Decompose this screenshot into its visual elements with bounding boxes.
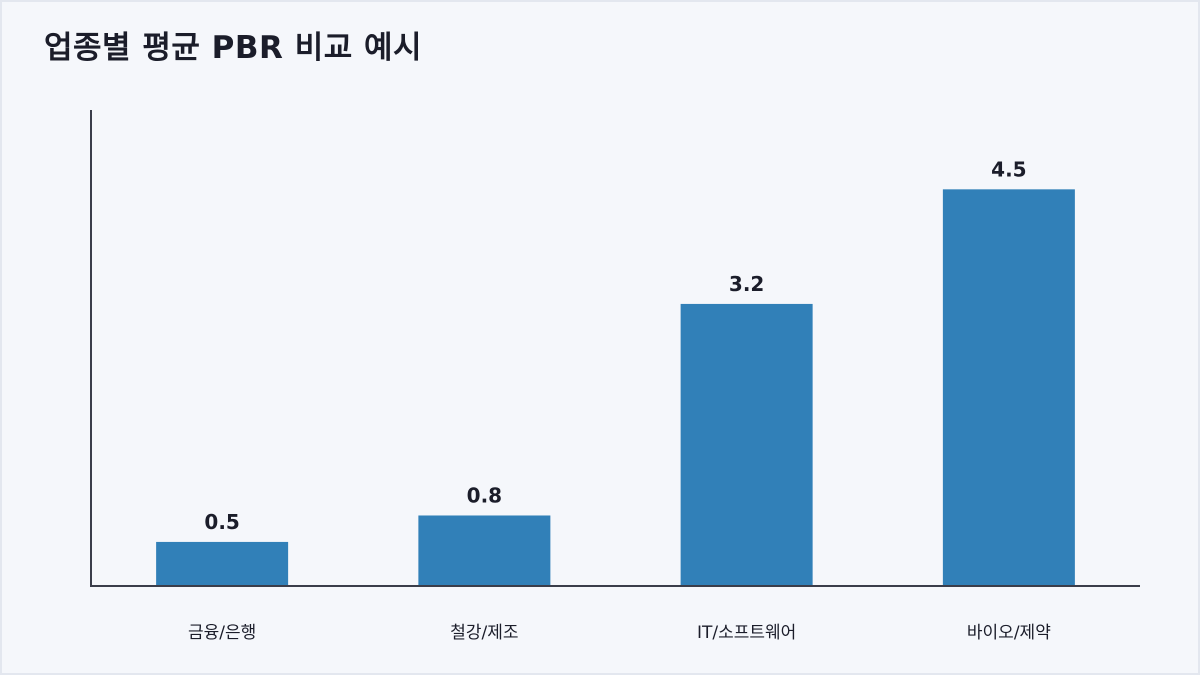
bar-2 bbox=[680, 303, 813, 586]
bar-1 bbox=[418, 515, 551, 586]
data-label-1: 0.8 bbox=[467, 483, 502, 507]
category-label-3: 바이오/제약 bbox=[967, 623, 1051, 643]
category-label-1: 철강/제조 bbox=[450, 623, 518, 643]
data-label-0: 0.5 bbox=[204, 510, 239, 534]
category-label-2: IT/소프트웨어 bbox=[697, 623, 796, 643]
data-label-3: 4.5 bbox=[991, 157, 1026, 181]
bar-3 bbox=[942, 189, 1075, 587]
category-label-0: 금융/은행 bbox=[188, 623, 256, 643]
bar-0 bbox=[156, 541, 289, 586]
data-label-2: 3.2 bbox=[729, 272, 764, 296]
chart-title: 업종별 평균 PBR 비교 예시 bbox=[44, 30, 423, 66]
